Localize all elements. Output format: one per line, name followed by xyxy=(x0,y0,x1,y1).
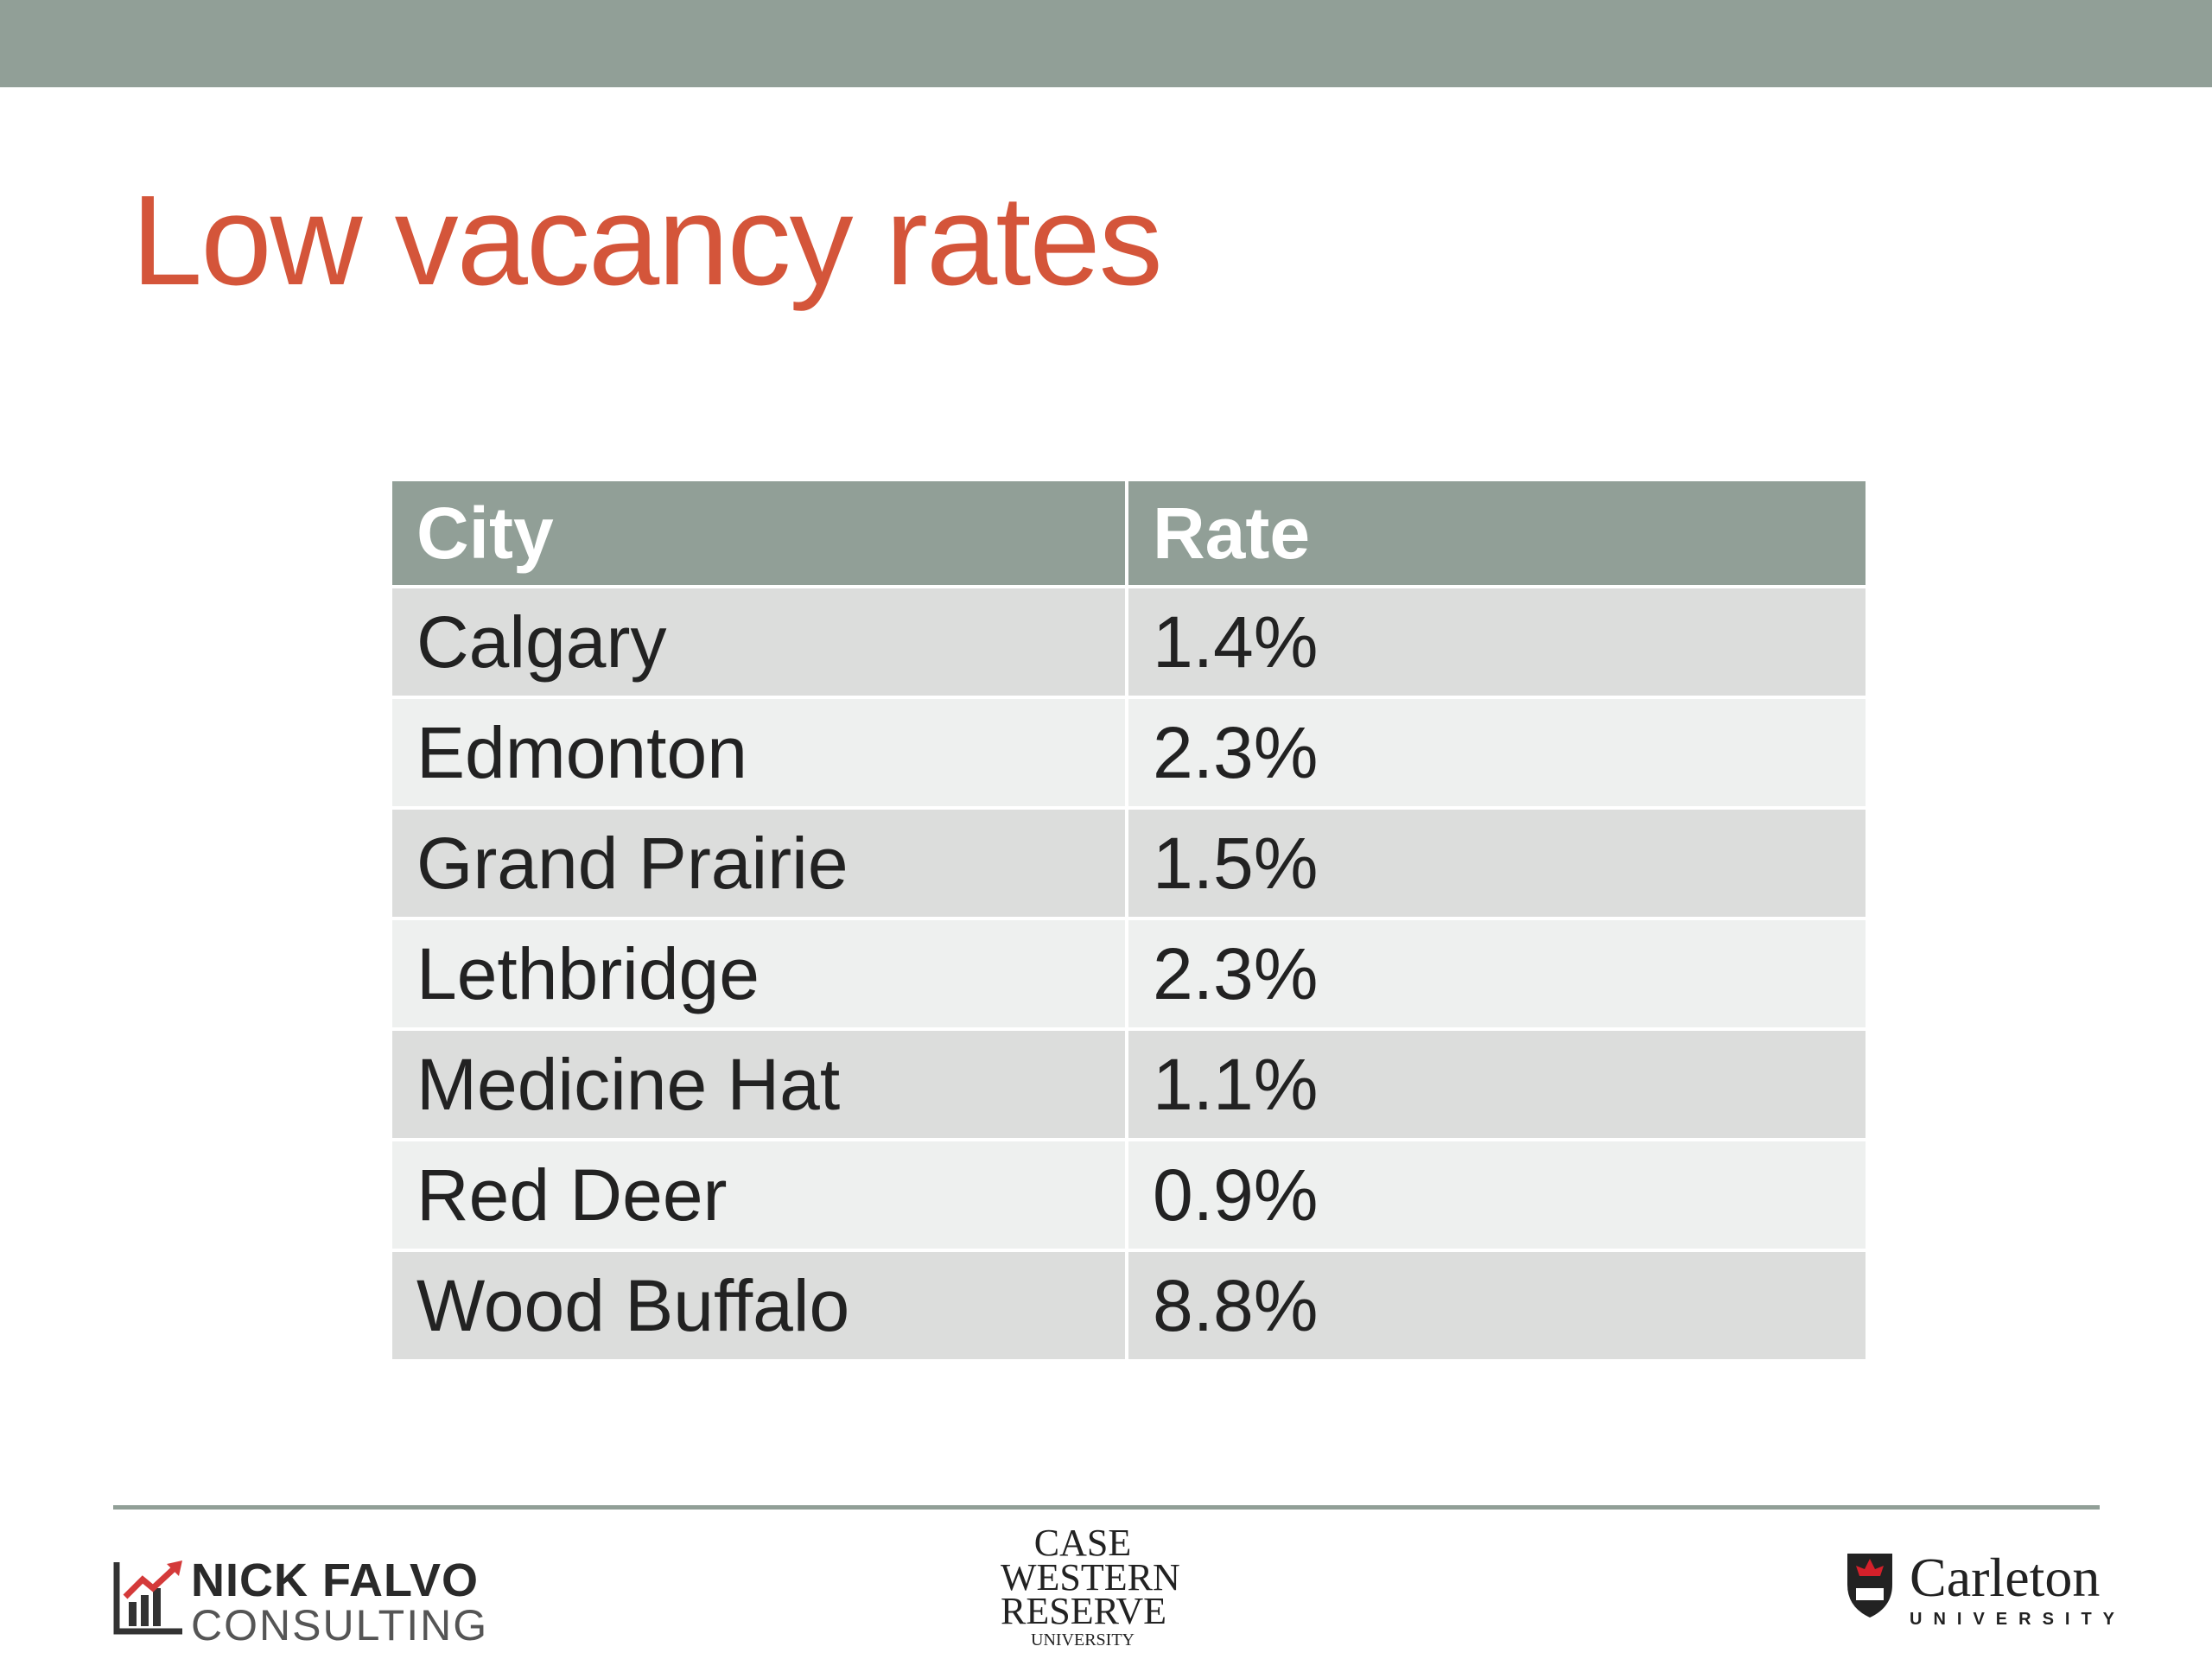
logo-text: RESERVE xyxy=(1001,1590,1167,1633)
city-cell: Medicine Hat xyxy=(392,1027,1128,1141)
city-cell: Edmonton xyxy=(392,696,1128,810)
rate-cell: 1.1% xyxy=(1125,1027,1866,1141)
table-row: Calgary 1.4% xyxy=(392,585,1866,699)
rate-cell: 8.8% xyxy=(1125,1249,1866,1363)
table-row: Grand Prairie 1.5% xyxy=(392,806,1866,920)
logo-text: CONSULTING xyxy=(191,1601,489,1649)
city-cell: Grand Prairie xyxy=(392,806,1128,920)
logo-text: UNIVERSITY xyxy=(1031,1630,1135,1649)
table-row: Edmonton 2.3% xyxy=(392,696,1866,810)
rate-cell: 1.4% xyxy=(1125,585,1866,699)
footer-rule xyxy=(113,1505,2100,1510)
city-cell: Red Deer xyxy=(392,1138,1128,1252)
table-row: Red Deer 0.9% xyxy=(392,1138,1866,1252)
rate-cell: 1.5% xyxy=(1125,806,1866,920)
table-row: Wood Buffalo 8.8% xyxy=(392,1249,1866,1363)
top-bar xyxy=(0,0,2212,87)
table-row: Medicine Hat 1.1% xyxy=(392,1027,1866,1141)
rate-cell: 2.3% xyxy=(1125,917,1866,1031)
header-row: City Rate xyxy=(392,481,1866,588)
rate-cell: 0.9% xyxy=(1125,1138,1866,1252)
vacancy-table: City Rate Calgary 1.4% Edmonton 2.3% Grand P… xyxy=(392,481,1866,1363)
logo-text: WESTERN xyxy=(1001,1555,1180,1599)
city-cell: Calgary xyxy=(392,585,1128,699)
case-western-logo: CASE WESTERN RESERVE UNIVERSITY xyxy=(1001,1522,1180,1649)
rate-cell: 2.3% xyxy=(1125,696,1866,810)
city-cell: Lethbridge xyxy=(392,917,1128,1031)
logo-shield xyxy=(1847,1554,1892,1618)
column-header: Rate xyxy=(1125,481,1866,588)
logo-text: UNIVERSITY xyxy=(1910,1610,2126,1629)
slide-title: Low vacancy rates xyxy=(131,169,1163,312)
column-header: City xyxy=(392,481,1128,588)
logo-text: NICK FALVO xyxy=(191,1554,479,1606)
logo-icon xyxy=(113,1560,182,1635)
table-row: Lethbridge 2.3% xyxy=(392,917,1866,1031)
logo-text: CASE xyxy=(1033,1522,1132,1564)
logo-text: Carleton xyxy=(1910,1547,2101,1608)
city-cell: Wood Buffalo xyxy=(392,1249,1128,1363)
